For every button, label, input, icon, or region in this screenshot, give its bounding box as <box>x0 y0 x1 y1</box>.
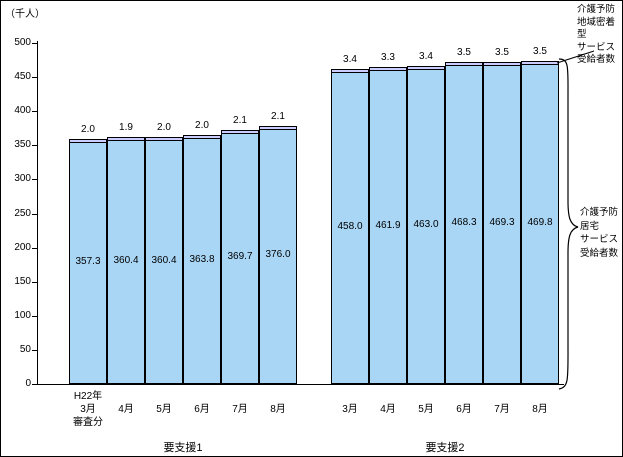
bar-top-segment <box>522 62 558 65</box>
y-tick-mark <box>32 77 37 78</box>
bar-top-value-label: 2.0 <box>195 120 209 131</box>
annotation-home-service-recipients: 介護予防 居宅 サービス 受給者数 <box>580 207 619 259</box>
x-tick-label: 8月 <box>532 404 548 415</box>
bar-value-label: 458.0 <box>337 221 363 232</box>
bar-top-segment <box>484 63 520 66</box>
annotation-community-based-service-recipients: 介護予防 地域密着型 サービス 受給者数 <box>577 4 616 65</box>
bar-value-label: 468.3 <box>451 217 477 228</box>
y-tick-label: 350 <box>14 139 31 150</box>
x-tick-label: 3月 <box>342 404 358 415</box>
y-tick-mark <box>32 248 37 249</box>
bar-top-value-label: 1.9 <box>119 122 133 133</box>
bar-value-label: 461.9 <box>375 220 401 231</box>
x-tick-label: 6月 <box>456 404 472 415</box>
bar <box>521 61 559 384</box>
bar-top-segment <box>222 131 258 134</box>
bar <box>407 66 445 384</box>
bar-top-value-label: 3.4 <box>343 54 357 65</box>
x-tick-label: 5月 <box>156 404 172 415</box>
y-tick-mark <box>32 43 37 44</box>
bar <box>369 67 407 384</box>
bar-top-value-label: 2.0 <box>157 122 171 133</box>
y-tick-label: 0 <box>25 378 31 389</box>
bar-top-segment <box>408 67 444 70</box>
y-tick-mark <box>32 282 37 283</box>
x-tick-label: 4月 <box>118 404 134 415</box>
y-tick-mark <box>32 384 37 385</box>
bar-value-label: 369.7 <box>227 251 253 262</box>
bar <box>107 137 145 384</box>
x-tick-label: 8月 <box>270 404 286 415</box>
y-tick-label: 300 <box>14 173 31 184</box>
bar-top-value-label: 3.5 <box>457 47 471 58</box>
bar-top-value-label: 2.1 <box>233 115 247 126</box>
y-tick-mark <box>32 179 37 180</box>
bar <box>221 130 259 384</box>
bar-top-segment <box>370 68 406 71</box>
bar-value-label: 360.4 <box>151 255 177 266</box>
bar-value-label: 469.8 <box>527 217 553 228</box>
y-axis <box>37 41 38 385</box>
y-tick-label: 450 <box>14 71 31 82</box>
y-tick-label: 400 <box>14 105 31 116</box>
x-tick-label: 4月 <box>380 404 396 415</box>
bar <box>483 62 521 384</box>
bar <box>445 62 483 384</box>
bar-top-segment <box>70 140 106 143</box>
bar-top-value-label: 3.5 <box>495 47 509 58</box>
bar-top-value-label: 2.1 <box>271 111 285 122</box>
bar-top-segment <box>332 70 368 73</box>
x-tick-label: 5月 <box>418 404 434 415</box>
x-tick-label: 6月 <box>194 404 210 415</box>
y-tick-mark <box>32 350 37 351</box>
x-axis <box>37 384 564 385</box>
y-tick-label: 250 <box>14 208 31 219</box>
bar <box>183 135 221 384</box>
y-tick-label: 200 <box>14 242 31 253</box>
group-label: 要支援1 <box>163 442 203 454</box>
x-tick-label: 7月 <box>232 404 248 415</box>
bar-value-label: 360.4 <box>113 255 139 266</box>
bar <box>69 139 107 384</box>
bar <box>331 69 369 384</box>
bar <box>259 126 297 384</box>
bar-top-segment <box>260 127 296 130</box>
group-label: 要支援2 <box>425 442 465 454</box>
x-tick-label: H22年 3月 審査分 <box>73 391 103 428</box>
y-tick-label: 150 <box>14 276 31 287</box>
y-tick-mark <box>32 145 37 146</box>
x-tick-label: 7月 <box>494 404 510 415</box>
bar <box>145 137 183 384</box>
y-tick-label: 50 <box>19 344 31 355</box>
bar-top-segment <box>446 63 482 66</box>
bar-top-value-label: 3.4 <box>419 51 433 62</box>
bar-top-segment <box>184 136 220 139</box>
bar-value-label: 376.0 <box>265 249 291 260</box>
bar-top-segment <box>108 138 144 141</box>
bar-value-label: 363.8 <box>189 254 215 265</box>
bar-value-label: 469.3 <box>489 217 515 228</box>
y-tick-label: 100 <box>14 310 31 321</box>
bar-top-segment <box>146 138 182 141</box>
y-tick-mark <box>32 111 37 112</box>
y-tick-mark <box>32 214 37 215</box>
y-axis-unit-label: （千人） <box>5 9 45 20</box>
bar-top-value-label: 3.3 <box>381 52 395 63</box>
y-tick-mark <box>32 316 37 317</box>
bar-value-label: 463.0 <box>413 219 439 230</box>
bar-top-value-label: 3.5 <box>533 46 547 57</box>
bar-top-value-label: 2.0 <box>81 124 95 135</box>
y-tick-label: 500 <box>14 37 31 48</box>
bar-value-label: 357.3 <box>75 256 101 267</box>
